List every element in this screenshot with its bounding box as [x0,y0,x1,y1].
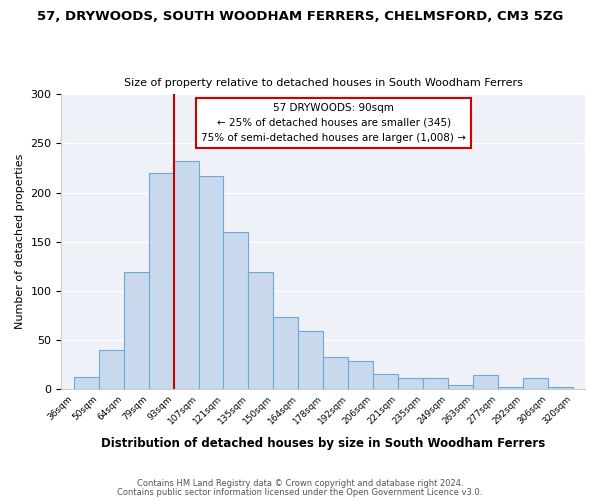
Text: Contains public sector information licensed under the Open Government Licence v3: Contains public sector information licen… [118,488,482,497]
X-axis label: Distribution of detached houses by size in South Woodham Ferrers: Distribution of detached houses by size … [101,437,545,450]
Bar [298,331,323,389]
Bar [223,232,248,389]
Bar [74,377,99,389]
Bar [124,272,149,389]
Bar [473,375,498,389]
Text: Contains HM Land Registry data © Crown copyright and database right 2024.: Contains HM Land Registry data © Crown c… [137,480,463,488]
Bar [199,176,223,389]
Bar [548,387,572,389]
Bar [398,378,423,389]
Bar [149,173,173,389]
Y-axis label: Number of detached properties: Number of detached properties [15,154,25,330]
Text: 57 DRYWOODS: 90sqm
← 25% of detached houses are smaller (345)
75% of semi-detach: 57 DRYWOODS: 90sqm ← 25% of detached hou… [201,103,466,143]
Bar [323,356,348,389]
Text: 57, DRYWOODS, SOUTH WOODHAM FERRERS, CHELMSFORD, CM3 5ZG: 57, DRYWOODS, SOUTH WOODHAM FERRERS, CHE… [37,10,563,23]
Bar [373,374,398,389]
Bar [99,350,124,389]
Bar [498,387,523,389]
Bar [523,378,548,389]
Bar [248,272,274,389]
Bar [423,378,448,389]
Bar [173,161,199,389]
Bar [448,385,473,389]
Bar [348,362,373,389]
Bar [274,318,298,389]
Title: Size of property relative to detached houses in South Woodham Ferrers: Size of property relative to detached ho… [124,78,523,88]
